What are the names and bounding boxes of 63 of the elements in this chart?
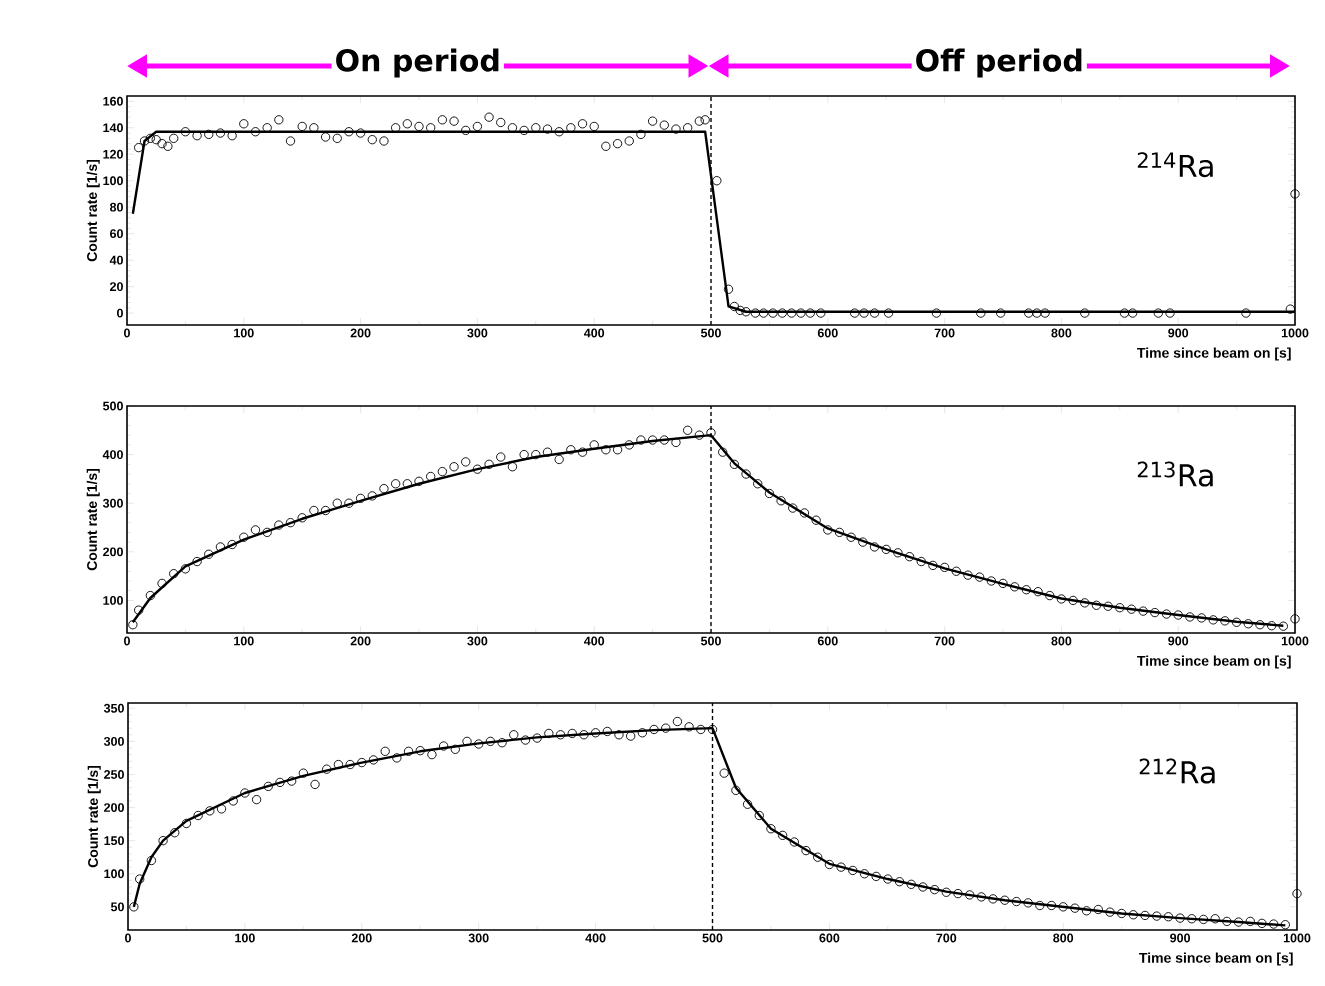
y-tick-label: 250 [104,770,124,779]
x-tick-label: 700 [936,933,957,943]
x-tick-label: 1000 [1281,636,1309,646]
y-tick-label: 140 [103,123,123,133]
annotation: $^{213}$Ra [1137,461,1213,487]
x-tick-label: 1000 [1283,933,1311,943]
annotation: $^{214}$Ra [1137,152,1213,178]
y-axis-title: Count rate [1/s] [86,468,100,571]
x-tick-label: 400 [583,328,605,338]
y-tick-label: 500 [103,401,123,411]
x-tick-label: 400 [585,933,606,943]
x-tick-label: 600 [817,636,838,646]
text: On period [336,48,499,78]
y-tick-label: 40 [109,255,123,265]
x-tick-label: 200 [350,328,371,338]
x-tick-label: 300 [467,636,488,646]
x-tick-label: 900 [1168,636,1189,646]
x-tick-label: 800 [1053,933,1074,943]
y-tick-label: 400 [102,450,123,460]
y-tick-label: 300 [103,736,124,746]
x-tick-label: 200 [350,636,371,646]
annotation: $^{212}$Ra [1139,758,1215,784]
y-tick-label: 150 [104,836,124,846]
x-axis-title: Time since beam on [s] [1137,655,1291,669]
y-tick-label: 350 [103,703,124,713]
y-tick-label: 50 [110,902,124,912]
x-tick-label: 300 [467,328,488,338]
y-axis-title: Count rate [1/s] [87,765,101,868]
x-tick-label: 600 [819,933,840,943]
y-axis-title: Count rate [1/s] [86,159,100,262]
x-tick-label: 900 [1168,328,1189,338]
y-tick-label: 200 [104,803,124,812]
x-tick-label: 1000 [1281,328,1309,338]
y-tick-label: 80 [109,202,123,212]
x-tick-label: 100 [234,636,254,646]
x-tick-label: 800 [1051,636,1072,646]
y-tick-label: 0 [117,308,123,318]
y-tick-label: 100 [103,596,123,605]
y-tick-label: 200 [103,547,123,557]
y-tick-label: 100 [104,869,124,879]
x-tick-label: 800 [1051,328,1072,338]
y-tick-label: 100 [103,176,123,186]
x-axis-title: Time since beam on [s] [1139,952,1293,966]
y-tick-label: 120 [103,149,123,159]
x-tick-label: 900 [1170,933,1191,943]
x-tick-label: 100 [235,933,255,943]
x-tick-label: 700 [934,636,955,646]
x-tick-label: 500 [700,636,721,646]
x-tick-label: 200 [351,933,372,943]
y-tick-label: 20 [110,282,123,292]
y-tick-label: 160 [103,96,123,106]
x-tick-label: 100 [234,328,254,338]
x-tick-label: 500 [702,933,723,943]
x-tick-label: 0 [125,933,131,943]
y-tick-label: 60 [110,229,123,239]
x-axis-title: Time since beam on [s] [1137,347,1291,361]
x-tick-label: 300 [468,933,489,943]
text: Off period [916,48,1082,78]
x-tick-label: 700 [934,328,955,338]
x-tick-label: 500 [700,328,721,338]
x-tick-label: 600 [817,328,838,338]
y-tick-label: 300 [102,498,123,508]
x-tick-label: 400 [583,636,605,646]
